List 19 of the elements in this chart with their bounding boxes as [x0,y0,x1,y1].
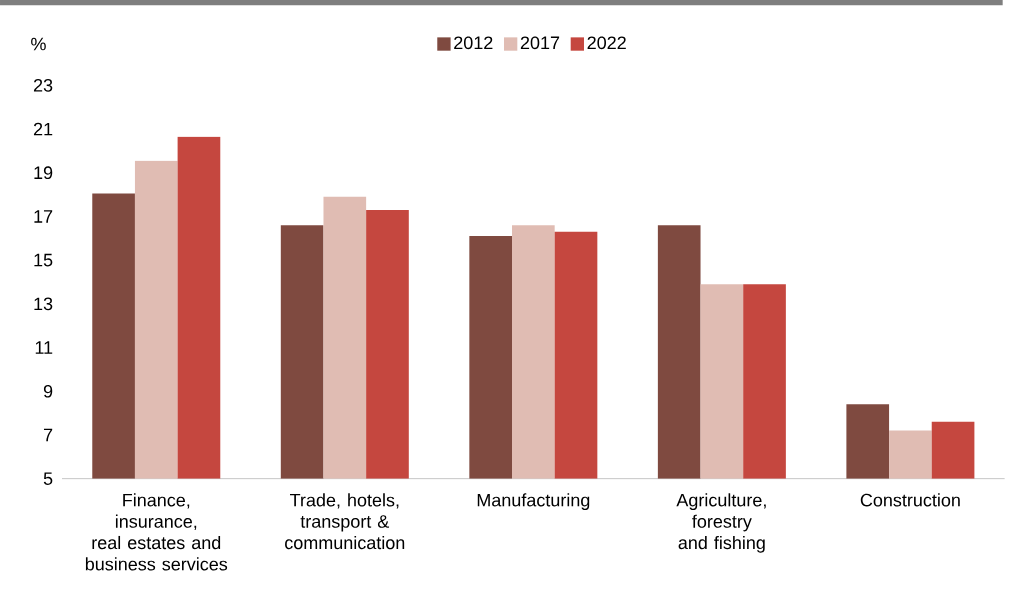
y-axis-title: % [31,37,46,51]
y-tick-label: 11 [35,341,53,354]
y-tick-label: 15 [34,254,53,267]
y-tick-label: 23 [33,79,53,92]
x-tick-label: Trade, hotels, transport & communication [285,493,405,550]
legend-label: 2017 [520,36,560,50]
y-tick-label: 21 [33,122,53,136]
x-tick-label: Agriculture, forestry and fishing [676,493,766,553]
y-tick-label: 13 [34,297,53,311]
legend-label: 2012 [454,36,493,50]
legend-label: 2022 [587,36,626,50]
y-tick-label: 17 [34,210,53,223]
x-tick-label: Manufacturing [477,493,590,511]
y-tick-label: 9 [43,385,53,398]
x-tick-label: Finance, insurance, real estates and business services [85,493,228,571]
x-tick-label: Construction [860,493,960,507]
y-tick-label: 19 [34,166,53,180]
y-tick-label: 5 [43,472,53,486]
y-tick-label: 7 [43,428,53,442]
